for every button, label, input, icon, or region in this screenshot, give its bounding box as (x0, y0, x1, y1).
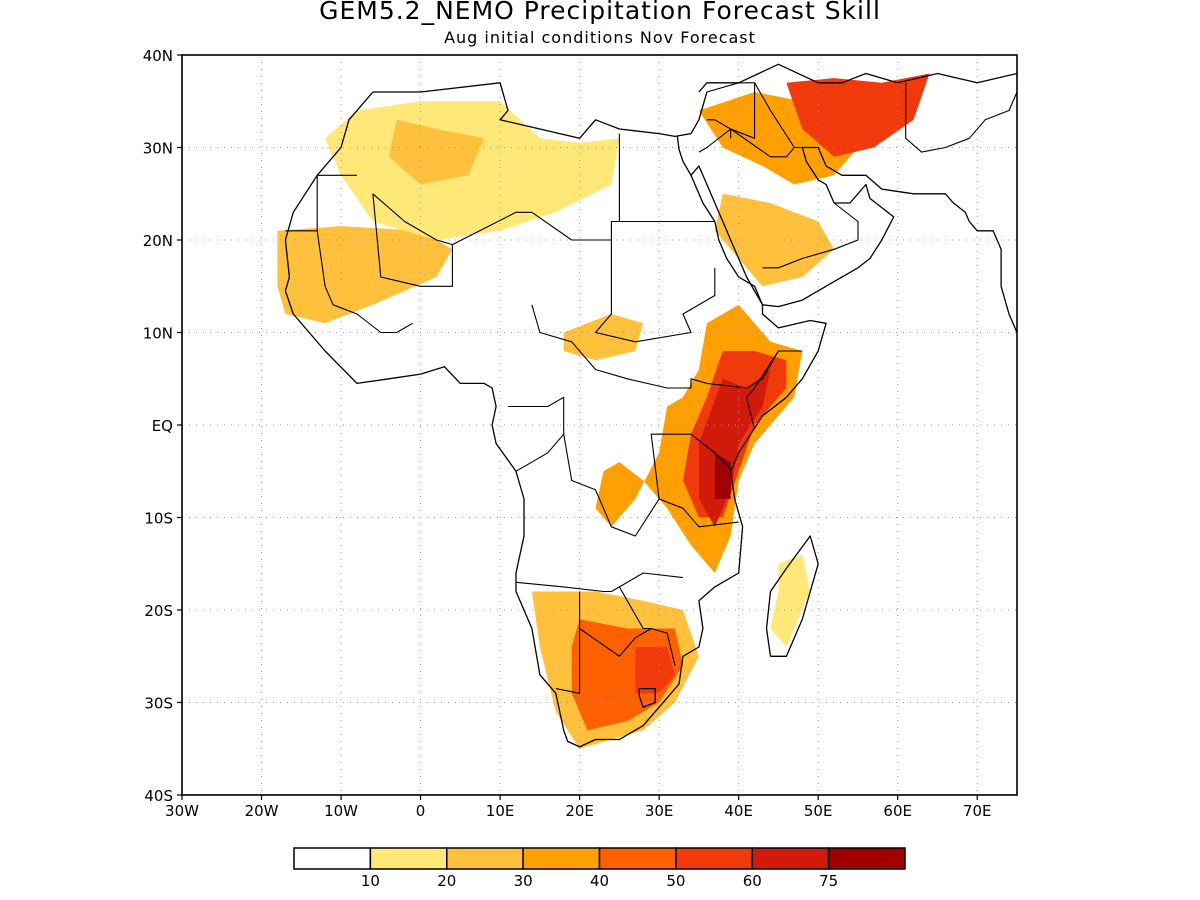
boundary-layer (284, 63, 1017, 748)
colorbar-swatch (446, 847, 524, 870)
country-border (316, 230, 413, 334)
lon-tick-label: 10E (486, 802, 515, 820)
lat-tick-label: 40N (143, 47, 173, 65)
lon-tick-label: 50E (804, 802, 833, 820)
country-border (531, 304, 803, 389)
colorbar-label: 10 (360, 872, 380, 890)
country-border (594, 240, 716, 343)
colorbar-label: 60 (742, 872, 762, 890)
lat-tick-label: 10N (143, 325, 173, 343)
skill-region-madagascar (770, 554, 811, 647)
colorbar-label: 30 (513, 872, 533, 890)
country-border (698, 128, 795, 158)
lat-tick-label: 20S (144, 602, 173, 620)
country-border (905, 82, 1017, 153)
lat-tick-label: 20N (143, 232, 173, 250)
skill-region-central-africa (563, 314, 644, 361)
country-border (579, 627, 676, 666)
skill-region-iran-core (786, 73, 930, 157)
country-border (563, 433, 660, 537)
colorbar-swatch (675, 847, 753, 870)
coastline (690, 146, 1017, 333)
country-border (515, 572, 684, 593)
country-border (762, 202, 859, 269)
country-border (746, 350, 779, 430)
lat-tick-label: 30N (143, 140, 173, 158)
colorbar-swatch (598, 847, 677, 870)
country-border (452, 211, 620, 246)
axis-ticks: 30W 20W 10W 0 10E 20E 30E 40E 50E 60E 70E 40N 30N 20N… (143, 47, 992, 820)
country-border (658, 498, 739, 528)
colorbar-label: 75 (819, 872, 839, 890)
country-border (706, 119, 732, 139)
country-border (659, 433, 732, 469)
skill-region-west-africa-band (277, 226, 453, 324)
colorbar-swatch (827, 847, 906, 870)
lon-tick-label: 70E (963, 802, 992, 820)
lat-tick-label: 40S (144, 787, 173, 805)
lon-tick-label: 30E (645, 802, 674, 820)
coastline (284, 91, 827, 748)
lon-tick-label: 0 (416, 802, 426, 820)
lon-tick-label: 30W (165, 802, 199, 820)
country-border (555, 591, 581, 694)
colorbar-swatch (522, 847, 601, 870)
coastline (698, 63, 1017, 93)
map-subtitle: Aug initial conditions Nov Forecast (444, 28, 756, 47)
colorbar-label: 40 (589, 872, 610, 890)
coastline (638, 687, 656, 708)
country-border (508, 396, 565, 472)
colorbar-swatch (369, 847, 448, 870)
lon-tick-label: 20W (245, 802, 279, 820)
coastline (372, 82, 708, 139)
lat-tick-label: EQ (152, 417, 173, 435)
country-border (706, 82, 803, 149)
country-border (730, 82, 756, 139)
colorbar (293, 847, 906, 870)
skill-region-north-africa-core (388, 119, 485, 185)
lon-tick-label: 60E (883, 802, 912, 820)
skill-region-north-africa (325, 101, 620, 240)
lon-tick-label: 40E (724, 802, 753, 820)
colorbar-swatch (293, 847, 372, 870)
colorbar-label: 50 (666, 872, 686, 890)
coastline (765, 535, 819, 657)
country-border (372, 193, 453, 287)
lat-tick-label: 30S (144, 695, 173, 713)
country-border (618, 586, 652, 630)
skill-shading-layer (277, 73, 930, 749)
country-border (618, 133, 715, 223)
colorbar-swatch (751, 847, 830, 870)
lon-tick-label: 10W (324, 802, 358, 820)
skill-region-southern-africa-core (635, 647, 675, 694)
lon-tick-label: 20E (565, 802, 594, 820)
colorbar-label: 20 (437, 872, 457, 890)
map-title: GEM5.2_NEMO Precipitation Forecast Skill (319, 0, 881, 25)
lat-tick-label: 10S (144, 510, 173, 528)
country-border (285, 174, 357, 232)
skill-region-arabia-south (714, 193, 835, 287)
